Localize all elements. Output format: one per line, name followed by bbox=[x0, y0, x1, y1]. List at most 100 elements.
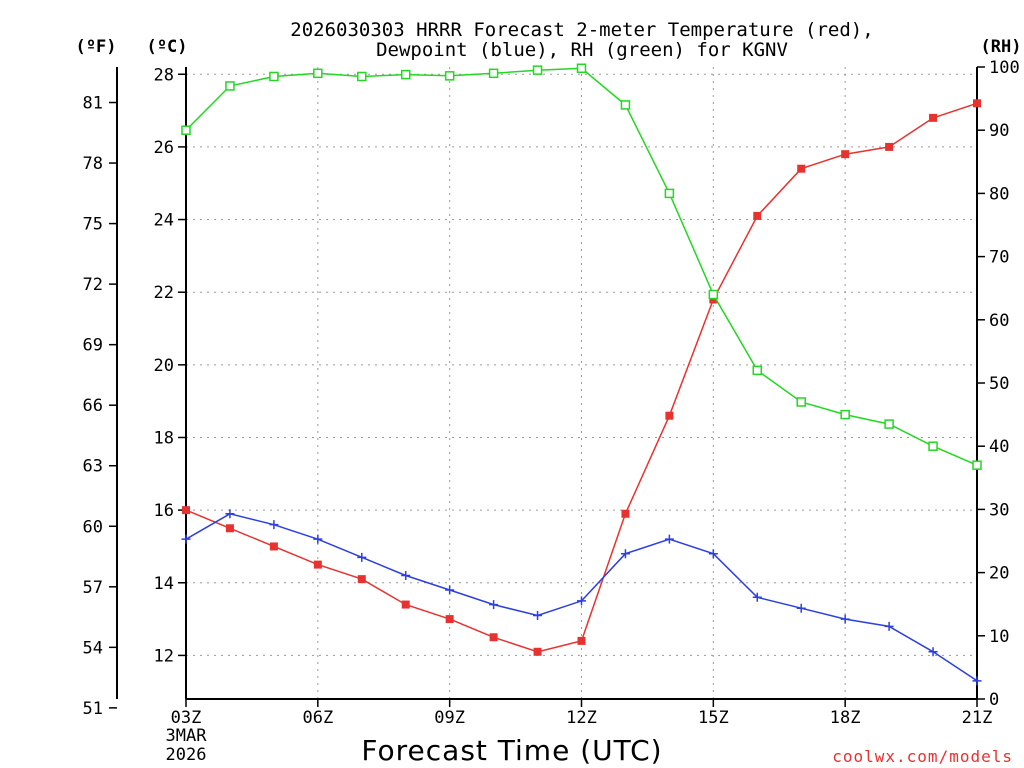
temperature-point bbox=[885, 142, 894, 151]
temperature-point bbox=[665, 411, 674, 420]
dewpoint-point bbox=[401, 571, 411, 581]
temperature-point bbox=[401, 600, 410, 609]
temperature-series bbox=[182, 99, 981, 656]
fahrenheit-tick-label: 78 bbox=[83, 154, 103, 174]
fahrenheit-tick-label: 57 bbox=[83, 578, 103, 598]
rh-point bbox=[620, 100, 631, 110]
chart-subtitle: Dewpoint (blue), RH (green) for KGNV bbox=[376, 39, 788, 61]
rh-point bbox=[796, 397, 806, 407]
rh-tick-label: 30 bbox=[989, 500, 1009, 520]
rh-tick-label: 100 bbox=[989, 58, 1020, 78]
celsius-tick-label: 20 bbox=[154, 356, 174, 376]
temperature-point bbox=[929, 113, 938, 122]
dewpoint-point bbox=[445, 585, 455, 595]
x-axis-title: Forecast Time (UTC) bbox=[361, 734, 662, 767]
fahrenheit-tick-label: 81 bbox=[83, 94, 103, 114]
x-tick-label: 21Z bbox=[962, 708, 993, 728]
rh-point bbox=[444, 71, 455, 81]
rh-tick-label: 70 bbox=[989, 248, 1009, 268]
fahrenheit-tick-label: 66 bbox=[83, 396, 103, 416]
temperature-point bbox=[489, 633, 498, 642]
rh-point bbox=[181, 125, 191, 135]
dewpoint-point bbox=[752, 592, 762, 602]
rh-point bbox=[576, 63, 587, 74]
rh-point bbox=[928, 441, 938, 451]
fahrenheit-tick-label: 69 bbox=[83, 336, 103, 356]
chart-title: 2026030303 HRRR Forecast 2-meter Tempera… bbox=[290, 19, 873, 41]
celsius-tick-label: 26 bbox=[154, 138, 174, 158]
rh-point bbox=[532, 65, 543, 75]
date-year-label: 2026 bbox=[166, 745, 207, 765]
dewpoint-point bbox=[357, 552, 367, 562]
rh-point bbox=[357, 71, 367, 82]
dewpoint-point bbox=[664, 534, 674, 544]
temperature-point bbox=[753, 211, 762, 220]
fahrenheit-tick-label: 51 bbox=[83, 699, 103, 719]
rh-tick-label: 50 bbox=[989, 374, 1009, 394]
dewpoint-series bbox=[181, 509, 982, 686]
dewpoint-point bbox=[708, 549, 718, 559]
rh-tick-label: 20 bbox=[989, 564, 1009, 584]
dewpoint-point bbox=[796, 603, 806, 613]
series-layer bbox=[181, 63, 982, 686]
rh-point bbox=[225, 81, 235, 91]
celsius-tick-label: 16 bbox=[154, 501, 174, 521]
x-tick-label: 15Z bbox=[698, 708, 729, 728]
rh-tick-label: 90 bbox=[989, 121, 1009, 141]
fahrenheit-tick-label: 60 bbox=[83, 517, 103, 537]
fahrenheit-tick-label: 63 bbox=[83, 457, 103, 477]
temperature-line bbox=[185, 102, 978, 653]
temperature-point bbox=[621, 509, 630, 518]
rh-point bbox=[884, 419, 894, 429]
temperature-point bbox=[445, 615, 454, 624]
dewpoint-point bbox=[269, 520, 279, 530]
fahrenheit-tick-label: 54 bbox=[83, 638, 103, 658]
temperature-point bbox=[225, 524, 234, 533]
rh-unit-label: (RH) bbox=[981, 37, 1022, 57]
rh-point bbox=[269, 71, 279, 82]
rh-point bbox=[313, 68, 323, 79]
celsius-tick-label: 22 bbox=[154, 283, 174, 303]
rh-point bbox=[972, 460, 982, 470]
dewpoint-point bbox=[972, 676, 982, 686]
grid-lines bbox=[185, 67, 978, 699]
x-tick-label: 18Z bbox=[830, 708, 861, 728]
celsius-tick-label: 24 bbox=[154, 211, 174, 231]
temperature-point bbox=[357, 575, 366, 584]
rh-series bbox=[181, 63, 982, 470]
dewpoint-point bbox=[225, 509, 235, 519]
axes: 03Z 06Z 09Z 12Z 15Z 18Z 21Z 12 14 16 18 20 22 24 26 28 5… bbox=[83, 58, 1020, 728]
temperature-point bbox=[973, 99, 981, 108]
temperature-point bbox=[269, 542, 278, 551]
celsius-tick-label: 18 bbox=[154, 428, 174, 448]
fahrenheit-unit-label: (ºF) bbox=[76, 37, 117, 57]
dewpoint-point bbox=[533, 610, 543, 620]
fahrenheit-tick-label: 72 bbox=[83, 275, 103, 295]
dewpoint-point bbox=[313, 534, 323, 544]
date-month-label: 3MAR bbox=[166, 726, 208, 746]
dewpoint-point bbox=[181, 534, 191, 544]
x-tick-label: 03Z bbox=[171, 708, 202, 728]
rh-point bbox=[708, 289, 719, 300]
fahrenheit-tick-label: 75 bbox=[83, 215, 103, 235]
rh-point bbox=[664, 188, 675, 199]
credit-label: coolwx.com/models bbox=[832, 747, 1013, 766]
temperature-point bbox=[182, 506, 190, 515]
x-tick-label: 12Z bbox=[566, 708, 597, 728]
rh-tick-label: 80 bbox=[989, 184, 1009, 204]
temperature-point bbox=[709, 295, 718, 304]
celsius-tick-label: 14 bbox=[154, 574, 174, 594]
rh-tick-label: 0 bbox=[989, 690, 999, 710]
dewpoint-point bbox=[884, 621, 894, 631]
celsius-tick-label: 28 bbox=[154, 65, 174, 85]
rh-point bbox=[400, 69, 411, 80]
rh-line bbox=[185, 67, 978, 466]
x-tick-label: 09Z bbox=[434, 708, 465, 728]
rh-tick-label: 60 bbox=[989, 311, 1009, 331]
dewpoint-point bbox=[840, 614, 850, 624]
dewpoint-point bbox=[489, 600, 499, 610]
dewpoint-point bbox=[620, 549, 630, 559]
rh-point bbox=[488, 68, 499, 79]
temperature-point bbox=[577, 636, 586, 645]
